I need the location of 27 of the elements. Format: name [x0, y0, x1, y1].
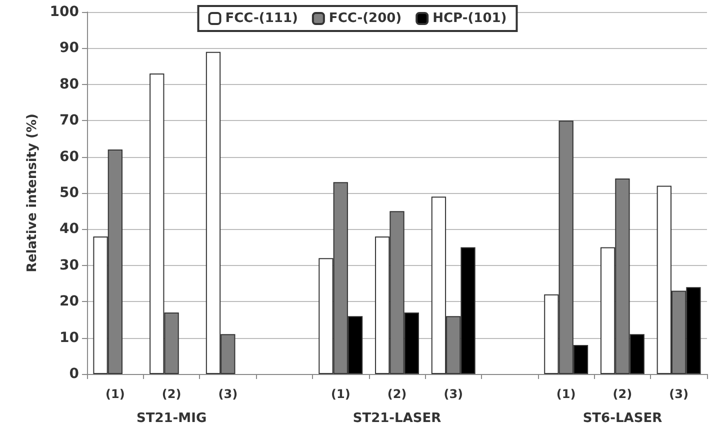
x-tick-label: (1)	[556, 387, 576, 401]
x-tick-label: (3)	[669, 387, 688, 401]
legend-label: FCC-(200)	[328, 11, 402, 26]
text: ST21-MIG	[136, 411, 207, 426]
y-axis-title: Relative intensity (%)	[24, 114, 40, 272]
y-tick-label: 50	[60, 185, 80, 201]
y-tick-label: 20	[60, 294, 80, 310]
text: ST21-LASER	[352, 411, 442, 426]
y-tick-label: 40	[60, 221, 80, 238]
y-tick-label: 100	[50, 4, 80, 20]
y-tick-label: 30	[60, 257, 80, 274]
y-tick-label: 80	[60, 76, 80, 92]
y-tick-label: 90	[60, 40, 80, 56]
y-tick-label: 10	[60, 330, 80, 346]
legend-label: HCP-(101)	[432, 11, 507, 26]
text: ST6-LASER	[582, 411, 662, 426]
x-tick-label: (1)	[106, 387, 125, 401]
x-tick-label: (2)	[162, 387, 182, 401]
x-tick-label: (1)	[330, 387, 350, 401]
x-tick-label: (2)	[612, 387, 632, 401]
legend-label: FCC-(111)	[225, 11, 298, 26]
x-tick-label: (3)	[218, 387, 238, 401]
x-tick-label: (2)	[387, 387, 407, 401]
y-tick-label: 0	[69, 366, 80, 382]
x-tick-label: (3)	[444, 387, 464, 401]
y-tick-label: 70	[60, 112, 80, 129]
y-tick-label: 60	[60, 148, 80, 165]
